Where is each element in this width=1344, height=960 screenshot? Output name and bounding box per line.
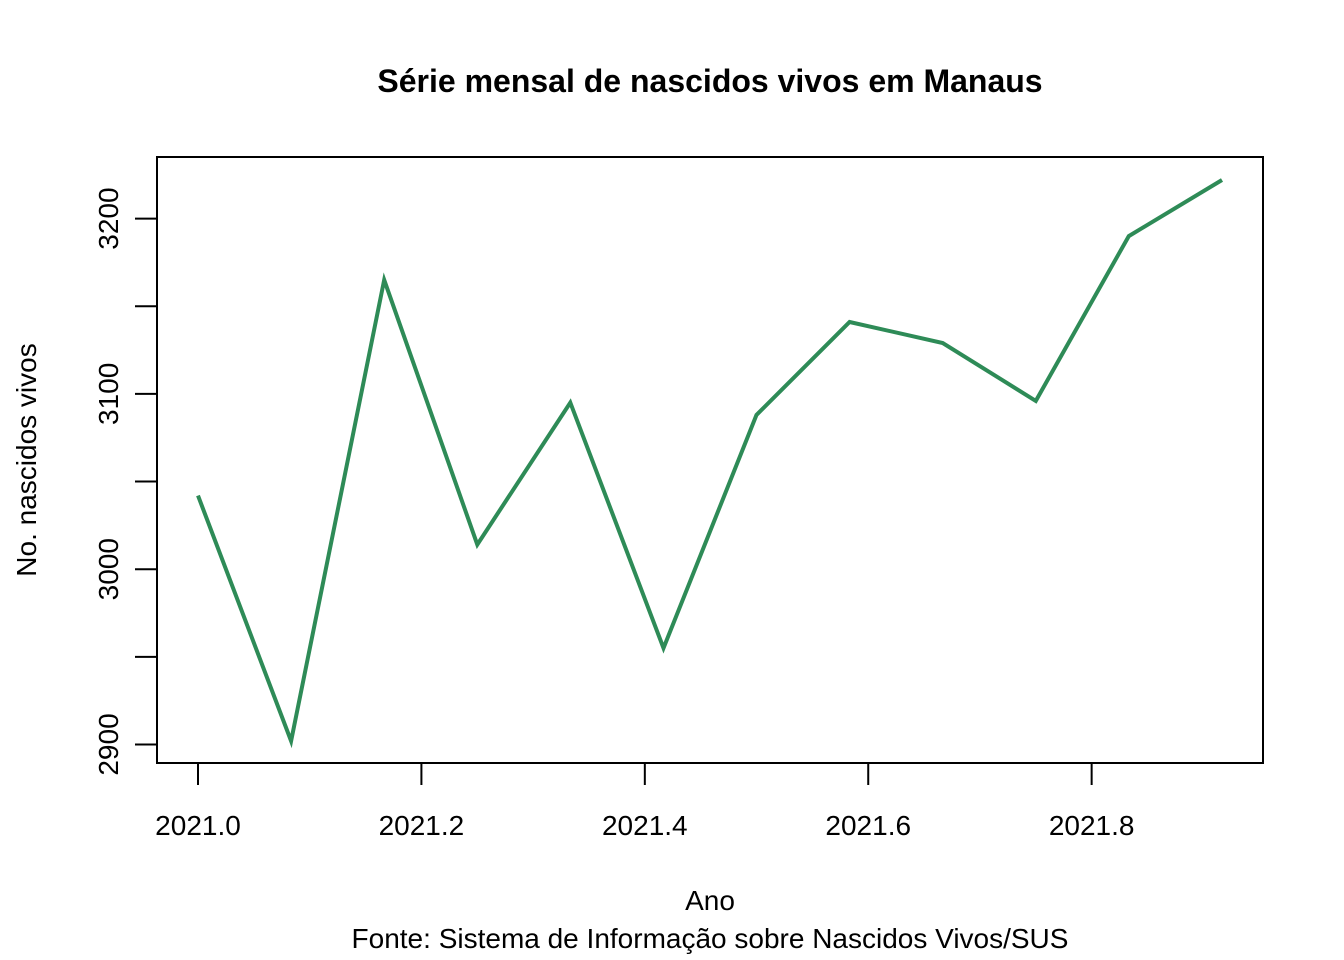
x-tick-label: 2021.4 bbox=[602, 810, 688, 841]
x-tick-label: 2021.8 bbox=[1049, 810, 1135, 841]
data-point bbox=[568, 401, 572, 405]
y-tick-label: 3200 bbox=[93, 187, 124, 249]
data-point bbox=[1220, 178, 1224, 182]
y-tick-label: 3000 bbox=[93, 538, 124, 600]
x-tick-label: 2021.0 bbox=[155, 810, 241, 841]
data-point bbox=[382, 278, 386, 282]
source-caption: Fonte: Sistema de Informação sobre Nasci… bbox=[352, 923, 1069, 954]
data-point bbox=[661, 646, 665, 650]
y-axis-label: No. nascidos vivos bbox=[11, 343, 42, 576]
data-point bbox=[1127, 234, 1131, 238]
data-point bbox=[289, 739, 293, 743]
x-tick-label: 2021.6 bbox=[825, 810, 911, 841]
x-tick-label: 2021.2 bbox=[379, 810, 465, 841]
data-point bbox=[196, 494, 200, 498]
plot-frame bbox=[156, 156, 1264, 764]
chart-title: Série mensal de nascidos vivos em Manaus bbox=[377, 63, 1042, 99]
series-line bbox=[196, 178, 1224, 749]
series-layer bbox=[196, 178, 1224, 749]
y-tick-label: 3100 bbox=[93, 363, 124, 425]
data-point bbox=[755, 413, 759, 417]
y-axis: 2900 3000 3100 3200 bbox=[93, 187, 158, 776]
data-point bbox=[848, 320, 852, 324]
x-axis-label: Ano bbox=[685, 885, 735, 916]
x-axis: 2021.0 2021.2 2021.4 2021.6 2021.8 bbox=[155, 762, 1135, 841]
y-tick-label: 2900 bbox=[93, 713, 124, 775]
data-point bbox=[941, 341, 945, 345]
data-point bbox=[1034, 399, 1038, 403]
data-point bbox=[475, 543, 479, 547]
